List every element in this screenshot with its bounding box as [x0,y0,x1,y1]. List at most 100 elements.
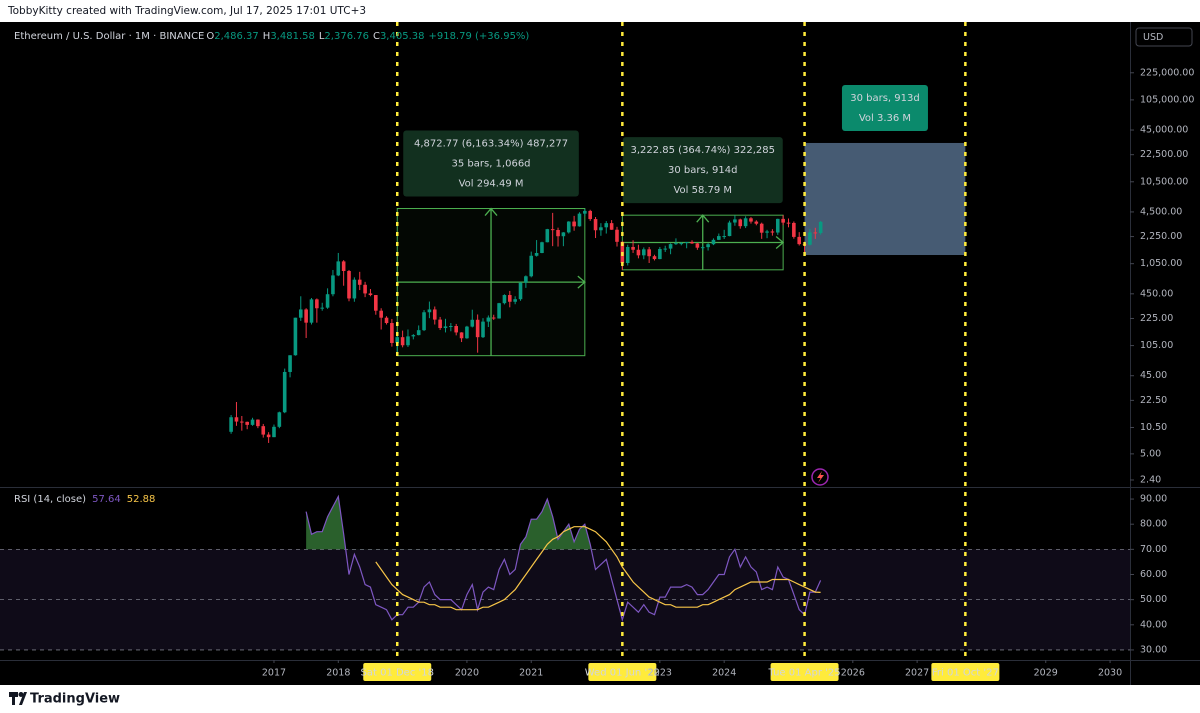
ohlc-value: 2,376.76 [324,31,369,42]
measure-box [804,142,966,256]
candle-body [593,219,598,231]
rsi-y-tick-label: 70.00 [1140,544,1167,555]
candle-body [390,323,394,343]
candle-body [540,242,544,253]
candle-body [652,256,657,260]
candle-body [379,310,383,318]
ohlc-letter: O [206,31,214,42]
date-marker-label: Fri 01 Oct '27 [932,668,999,679]
candle-body [229,417,233,432]
ohlc-letter: L [319,31,325,42]
candle-body [406,336,410,346]
candle-body [250,419,255,425]
x-tick-label: 2024 [712,668,736,679]
measure-label: Vol 294.49 M [459,179,524,190]
candle-body [797,236,802,245]
candle-body [534,252,539,256]
candle-body [663,248,668,250]
candle-body [668,244,673,249]
rsi-y-tick-label: 90.00 [1140,494,1167,505]
candle-body [641,249,646,256]
brand: TradingView [30,692,120,707]
x-tick-label: 2021 [519,668,543,679]
date-marker-label: Wed 01 Jun '22 [585,668,660,679]
measure-label: 4,872.77 (6,163.34%) 487,277 [414,139,568,150]
candle-body [604,223,609,228]
chart-background [0,22,1200,685]
candle-body [754,221,759,224]
candle-body [700,247,705,249]
y-tick-label: 22,500.00 [1140,149,1188,160]
candle-body [331,275,335,295]
candle-body [384,317,389,324]
candle-body [583,210,587,214]
rsi-value: 57.64 [92,494,121,505]
x-tick-label: 2018 [326,668,350,679]
date-marker-label: Sat 01 Dec '18 [361,668,434,679]
candle-body [786,222,791,224]
candle-body [599,227,603,231]
candle-body [502,295,507,304]
candle-body [438,319,442,329]
candle-body [524,276,528,283]
candle-body [647,249,651,257]
candle-body [545,229,550,243]
measure-label: 35 bars, 1,066d [452,159,531,170]
currency-box [1135,27,1193,47]
alert-icon [811,468,829,486]
ohlc-letter: C [373,31,380,42]
candle-body [256,419,260,427]
candle-body [706,244,710,248]
measure-label-box [622,137,783,204]
measure-label: Vol 3.36 M [859,113,911,124]
ohlc-value: 2,486.37 [214,31,259,42]
candle-body [792,222,796,237]
rsi-y-tick-label: 40.00 [1140,619,1167,630]
ohlc-letter: H [263,31,271,42]
candle-body [625,246,630,264]
x-tick-label: 2029 [1034,668,1058,679]
y-tick-label: 105,000.00 [1140,94,1194,105]
y-tick-label: 22.50 [1140,395,1167,406]
candle-body [743,218,748,227]
candle-body [368,293,373,296]
measure-label-box [841,84,928,131]
candle-body [304,309,308,323]
candle-body [572,221,576,227]
candle-body [298,309,303,318]
candle-body [727,222,732,237]
y-tick-label: 45,000.00 [1140,125,1188,136]
candle-body [765,231,769,233]
candle-body [416,330,421,336]
candle-body [481,321,485,338]
brand-logo [9,692,27,705]
candle-body [240,421,244,423]
y-tick-label: 450.00 [1140,288,1173,299]
candle-body [561,232,566,237]
candle-body [690,241,694,244]
measure-label: 30 bars, 913d [850,93,920,104]
x-tick-label: 2030 [1098,668,1122,679]
y-tick-label: 4,500.00 [1140,206,1182,217]
candle-body [352,279,357,299]
candle-body [272,426,276,438]
price-pane [229,142,966,443]
footer [0,685,1200,713]
candle-body [432,309,437,320]
candle-body [261,426,266,435]
change: +918.79 (+36.95%) [428,31,529,42]
candle-body [770,231,775,233]
date-marker-box [588,663,657,681]
y-tick-label: 105.00 [1140,340,1173,351]
candle-body [818,221,823,234]
candle-body [234,417,239,422]
y-tick-label: 2,250.00 [1140,231,1182,242]
candle-body [566,221,571,233]
measure-label: Vol 58.79 M [673,185,732,196]
candle-body [609,223,614,230]
y-tick-label: 225,000.00 [1140,67,1194,78]
candle-body [749,218,753,222]
candle-body [631,246,635,250]
y-tick-label: 10.50 [1140,422,1167,433]
candle-body [341,261,346,271]
